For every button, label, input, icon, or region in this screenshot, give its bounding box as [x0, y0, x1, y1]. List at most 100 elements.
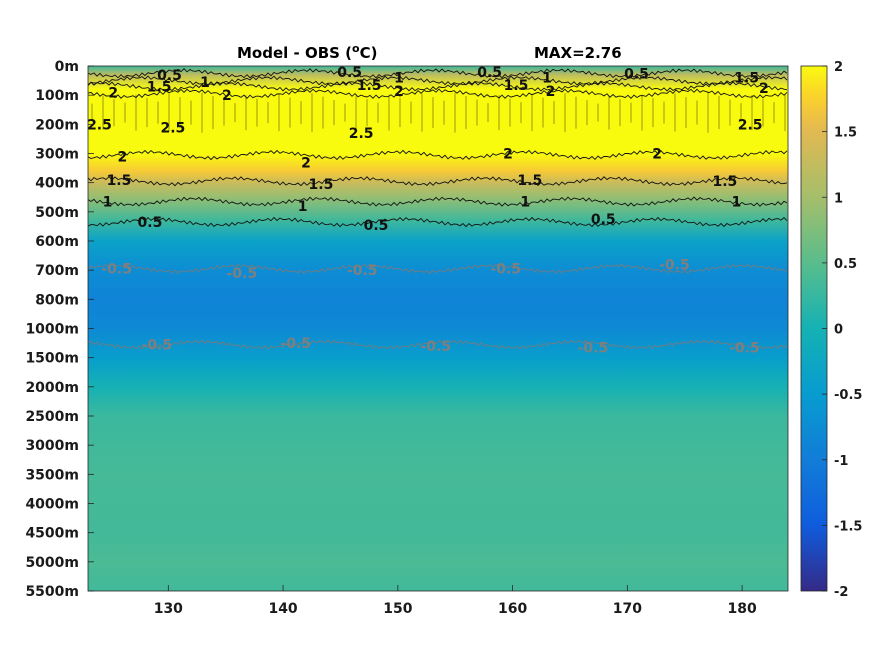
- contour-label: 2.5: [161, 120, 186, 136]
- y-tick-label: 0m: [55, 59, 79, 75]
- contour-label: 0.5: [624, 66, 649, 82]
- contour-label: 2.5: [87, 117, 112, 133]
- x-tick-label: 150: [383, 601, 412, 617]
- colorbar-ticks: 2 1.5 1 0.5 0 -0.5 -1 -1.5 -2: [822, 60, 862, 600]
- y-tick-label: 200m: [35, 117, 79, 133]
- y-axis: 0m 100m 200m 300m 400m 500m 600m 700m 800m 1000m 1…: [25, 59, 94, 600]
- contour-label: 1.5: [504, 78, 529, 94]
- chart-title: Model - OBS (oC): [237, 42, 377, 62]
- colorbar-tick-label: 2: [834, 60, 843, 75]
- contour-line: [88, 339, 788, 350]
- contour-label: 0.5: [337, 65, 362, 81]
- x-tick-label: 130: [154, 601, 183, 617]
- contour-label: 2: [652, 147, 662, 163]
- contour-label: 2: [118, 149, 128, 165]
- y-tick-label: 600m: [35, 234, 79, 250]
- colorbar-tick-label: 1: [834, 191, 843, 206]
- contour-label: 2: [759, 81, 769, 97]
- y-tick-label: 2500m: [25, 409, 79, 425]
- y-tick-label: 4000m: [25, 497, 79, 513]
- x-tick-label: 140: [268, 601, 297, 617]
- contour-labels: 0.5 11.52 22.5 2.50.51.5 122.50.51.5 120.5 1.5…: [87, 65, 769, 357]
- contour-line: [88, 68, 788, 79]
- plot-area: 0.5 11.52 22.5 2.50.51.5 122.50.51.5 120.5 1.5…: [87, 65, 789, 592]
- contour-label: 1.5: [147, 79, 172, 95]
- y-tick-label: 1000m: [25, 322, 79, 338]
- max-value-label: MAX=2.76: [534, 44, 622, 62]
- heatmap-field: [88, 66, 788, 591]
- contour-line: [88, 88, 788, 99]
- contour-label: 2: [108, 85, 118, 101]
- contour-label: 1.5: [357, 78, 382, 94]
- contour-label: -0.5: [280, 336, 311, 352]
- colorbar: 2 1.5 1 0.5 0 -0.5 -1 -1.5 -2: [800, 60, 862, 600]
- contour-lines: [88, 68, 788, 350]
- y-tick-label: 800m: [35, 292, 79, 308]
- contour-line: [88, 216, 788, 228]
- contour-label: 1.5: [712, 174, 737, 190]
- colorbar-tick-label: -1.5: [834, 519, 862, 534]
- contour-label: -0.5: [729, 340, 760, 356]
- contour-label: -0.5: [578, 340, 609, 356]
- contour-label: 1.5: [734, 71, 759, 87]
- contour-line: [88, 149, 788, 161]
- y-tick-label: 400m: [35, 176, 79, 192]
- contour-line: [88, 176, 788, 187]
- contour-label: 2: [394, 84, 404, 100]
- contour-label: 1: [542, 71, 552, 87]
- y-tick-label: 1500m: [25, 351, 79, 367]
- contour-label: 2: [503, 147, 513, 163]
- contour-label: 1: [520, 195, 530, 211]
- contour-label: -0.5: [101, 262, 132, 278]
- y-tick-label: 700m: [35, 263, 79, 279]
- y-tick-label: 500m: [35, 205, 79, 221]
- contour-label: 1: [200, 75, 210, 91]
- contour-label: 1: [731, 195, 741, 211]
- contour-label: 2: [301, 155, 311, 171]
- y-tick-label: 5000m: [25, 555, 79, 571]
- contour-label: -0.5: [347, 263, 378, 279]
- x-tick-label: 170: [613, 601, 642, 617]
- colorbar-tick-label: 0: [834, 323, 843, 338]
- colorbar-tick-label: 0.5: [834, 257, 857, 272]
- surface-texture: [91, 92, 786, 133]
- contour-label: 0.5: [364, 218, 389, 234]
- contour-line: [88, 81, 788, 92]
- x-tick-label: 160: [498, 601, 527, 617]
- y-tick-label: 5500m: [25, 584, 79, 600]
- contour-label: 1: [103, 195, 113, 211]
- contour-label: 2: [546, 84, 556, 100]
- contour-label: 1.5: [107, 173, 132, 189]
- contour-label: 2.5: [738, 117, 763, 133]
- y-tick-label: 4500m: [25, 526, 79, 542]
- contour-line: [88, 196, 788, 207]
- contour-label: -0.5: [142, 338, 173, 354]
- y-tick-label: 3500m: [25, 467, 79, 483]
- contour-line: [88, 263, 788, 274]
- x-axis: 130 140 150 160 170 180: [154, 585, 757, 617]
- contour-label: 2: [222, 88, 232, 104]
- contour-label: -0.5: [490, 262, 521, 278]
- y-tick-label: 2000m: [25, 380, 79, 396]
- contour-label: -0.5: [420, 339, 451, 355]
- contour-label: 1: [298, 199, 308, 215]
- y-tick-label: 3000m: [25, 438, 79, 454]
- contour-label: 0.5: [138, 215, 163, 231]
- contour-label: 1: [394, 71, 404, 87]
- x-tick-label: 180: [727, 601, 756, 617]
- contour-label: 0.5: [477, 65, 502, 81]
- y-tick-label: 100m: [35, 88, 79, 104]
- contour-label: -0.5: [226, 266, 257, 282]
- contour-label: -0.5: [659, 257, 690, 273]
- contour-label: 0.5: [157, 68, 182, 84]
- y-tick-label: 300m: [35, 147, 79, 163]
- colorbar-tick-label: -0.5: [834, 388, 862, 403]
- contour-label: 0.5: [591, 212, 616, 228]
- colorbar-tick-label: 1.5: [834, 126, 857, 141]
- colorbar-tick-label: -1: [834, 454, 848, 469]
- colorbar-tick-label: -2: [834, 585, 848, 600]
- contour-label: 2.5: [349, 126, 374, 142]
- contour-label: 1.5: [517, 173, 542, 189]
- contour-label: 1.5: [309, 177, 334, 193]
